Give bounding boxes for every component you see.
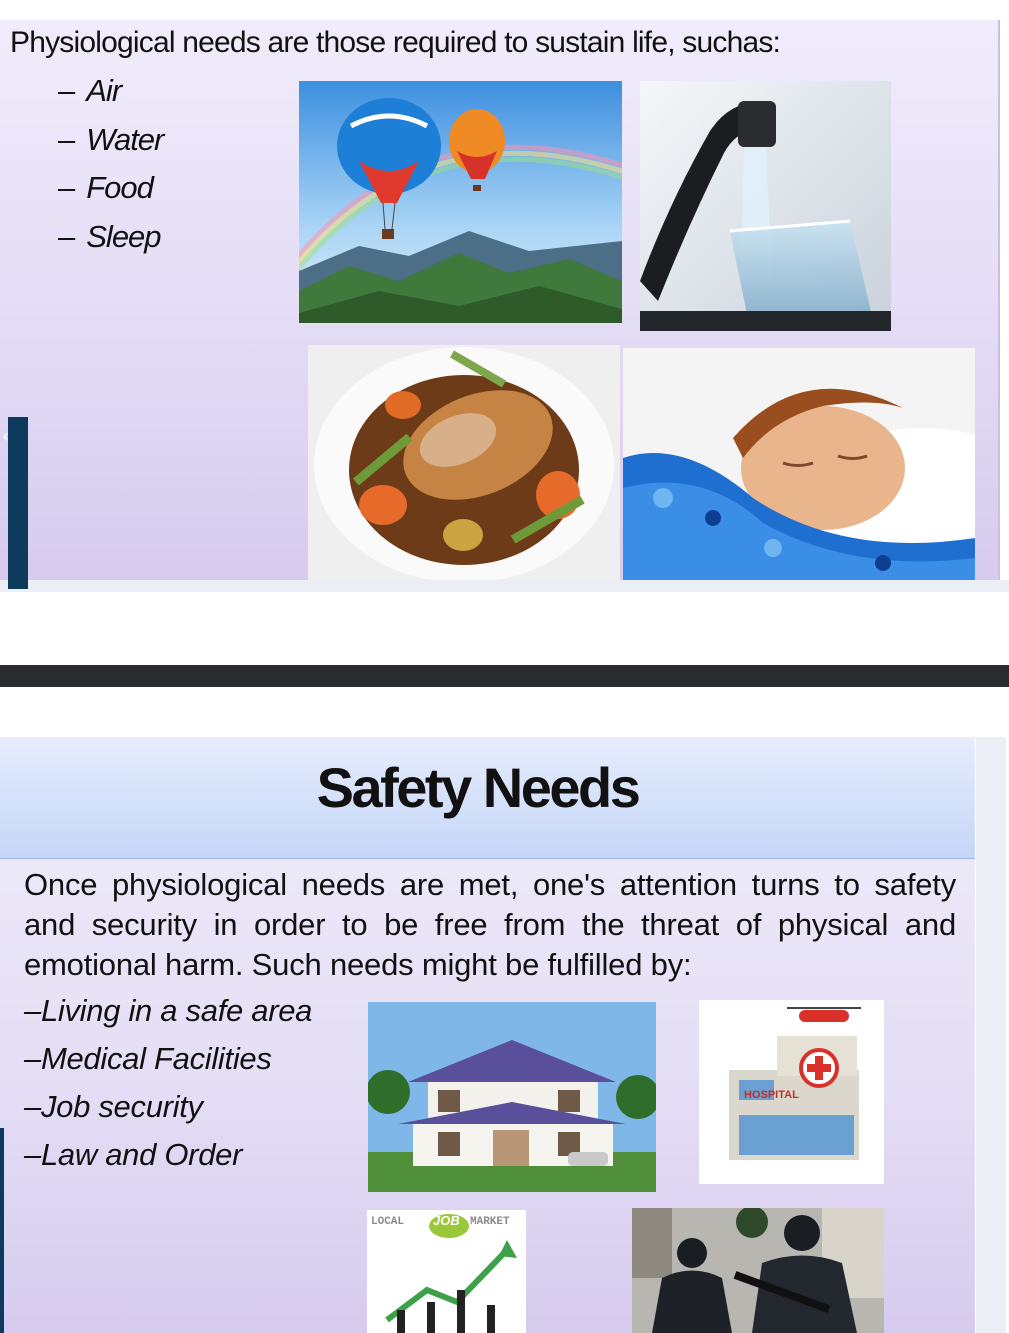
hospital-sign: HOSPITAL — [744, 1089, 799, 1101]
job-market-sign-middle: JOB — [433, 1213, 460, 1228]
water-tap-glass-photo — [640, 81, 891, 331]
sleeping-boy-photo — [623, 348, 975, 580]
slide2-title: Safety Needs — [316, 756, 641, 819]
list-item: –Law and Order — [24, 1137, 243, 1172]
food-plate-photo — [308, 345, 620, 580]
list-item: –Living in a safe area — [24, 993, 313, 1028]
hot-air-balloons-photo — [299, 81, 622, 323]
list-item: – Air — [58, 73, 122, 108]
slide1-title: Physiological needs are those required t… — [10, 26, 781, 59]
list-item: – Sleep — [58, 218, 162, 254]
slide-separator-strip — [0, 580, 1009, 592]
local-job-market-photo — [367, 1210, 526, 1333]
safe-house-photo — [368, 1002, 656, 1192]
slide-divider — [0, 665, 1009, 687]
side-panel-tab[interactable] — [8, 417, 28, 589]
slide2-body-text: Once physiological needs are met, one's … — [24, 867, 956, 982]
police-officers-photo — [632, 1208, 884, 1333]
slide2-header: Safety Needs — [0, 737, 975, 859]
job-market-sign-left: LOCAL — [371, 1216, 405, 1228]
list-item: – Food — [58, 170, 154, 205]
hospital-photo — [699, 1000, 884, 1184]
slide2-right-strip — [976, 737, 1006, 1333]
safety-needs-list: –Living in a safe area –Medical Faciliti… — [24, 992, 312, 1184]
list-item: –Medical Facilities — [24, 1041, 272, 1076]
list-item: – Water — [58, 121, 164, 157]
physiological-needs-list: – Air – Water – Food – Sleep — [58, 72, 164, 266]
side-panel-edge — [0, 1128, 4, 1333]
chevron-left-icon[interactable]: ‹ — [2, 426, 10, 447]
job-market-sign-right: MARKET — [470, 1216, 510, 1228]
list-item: –Job security — [24, 1089, 203, 1124]
